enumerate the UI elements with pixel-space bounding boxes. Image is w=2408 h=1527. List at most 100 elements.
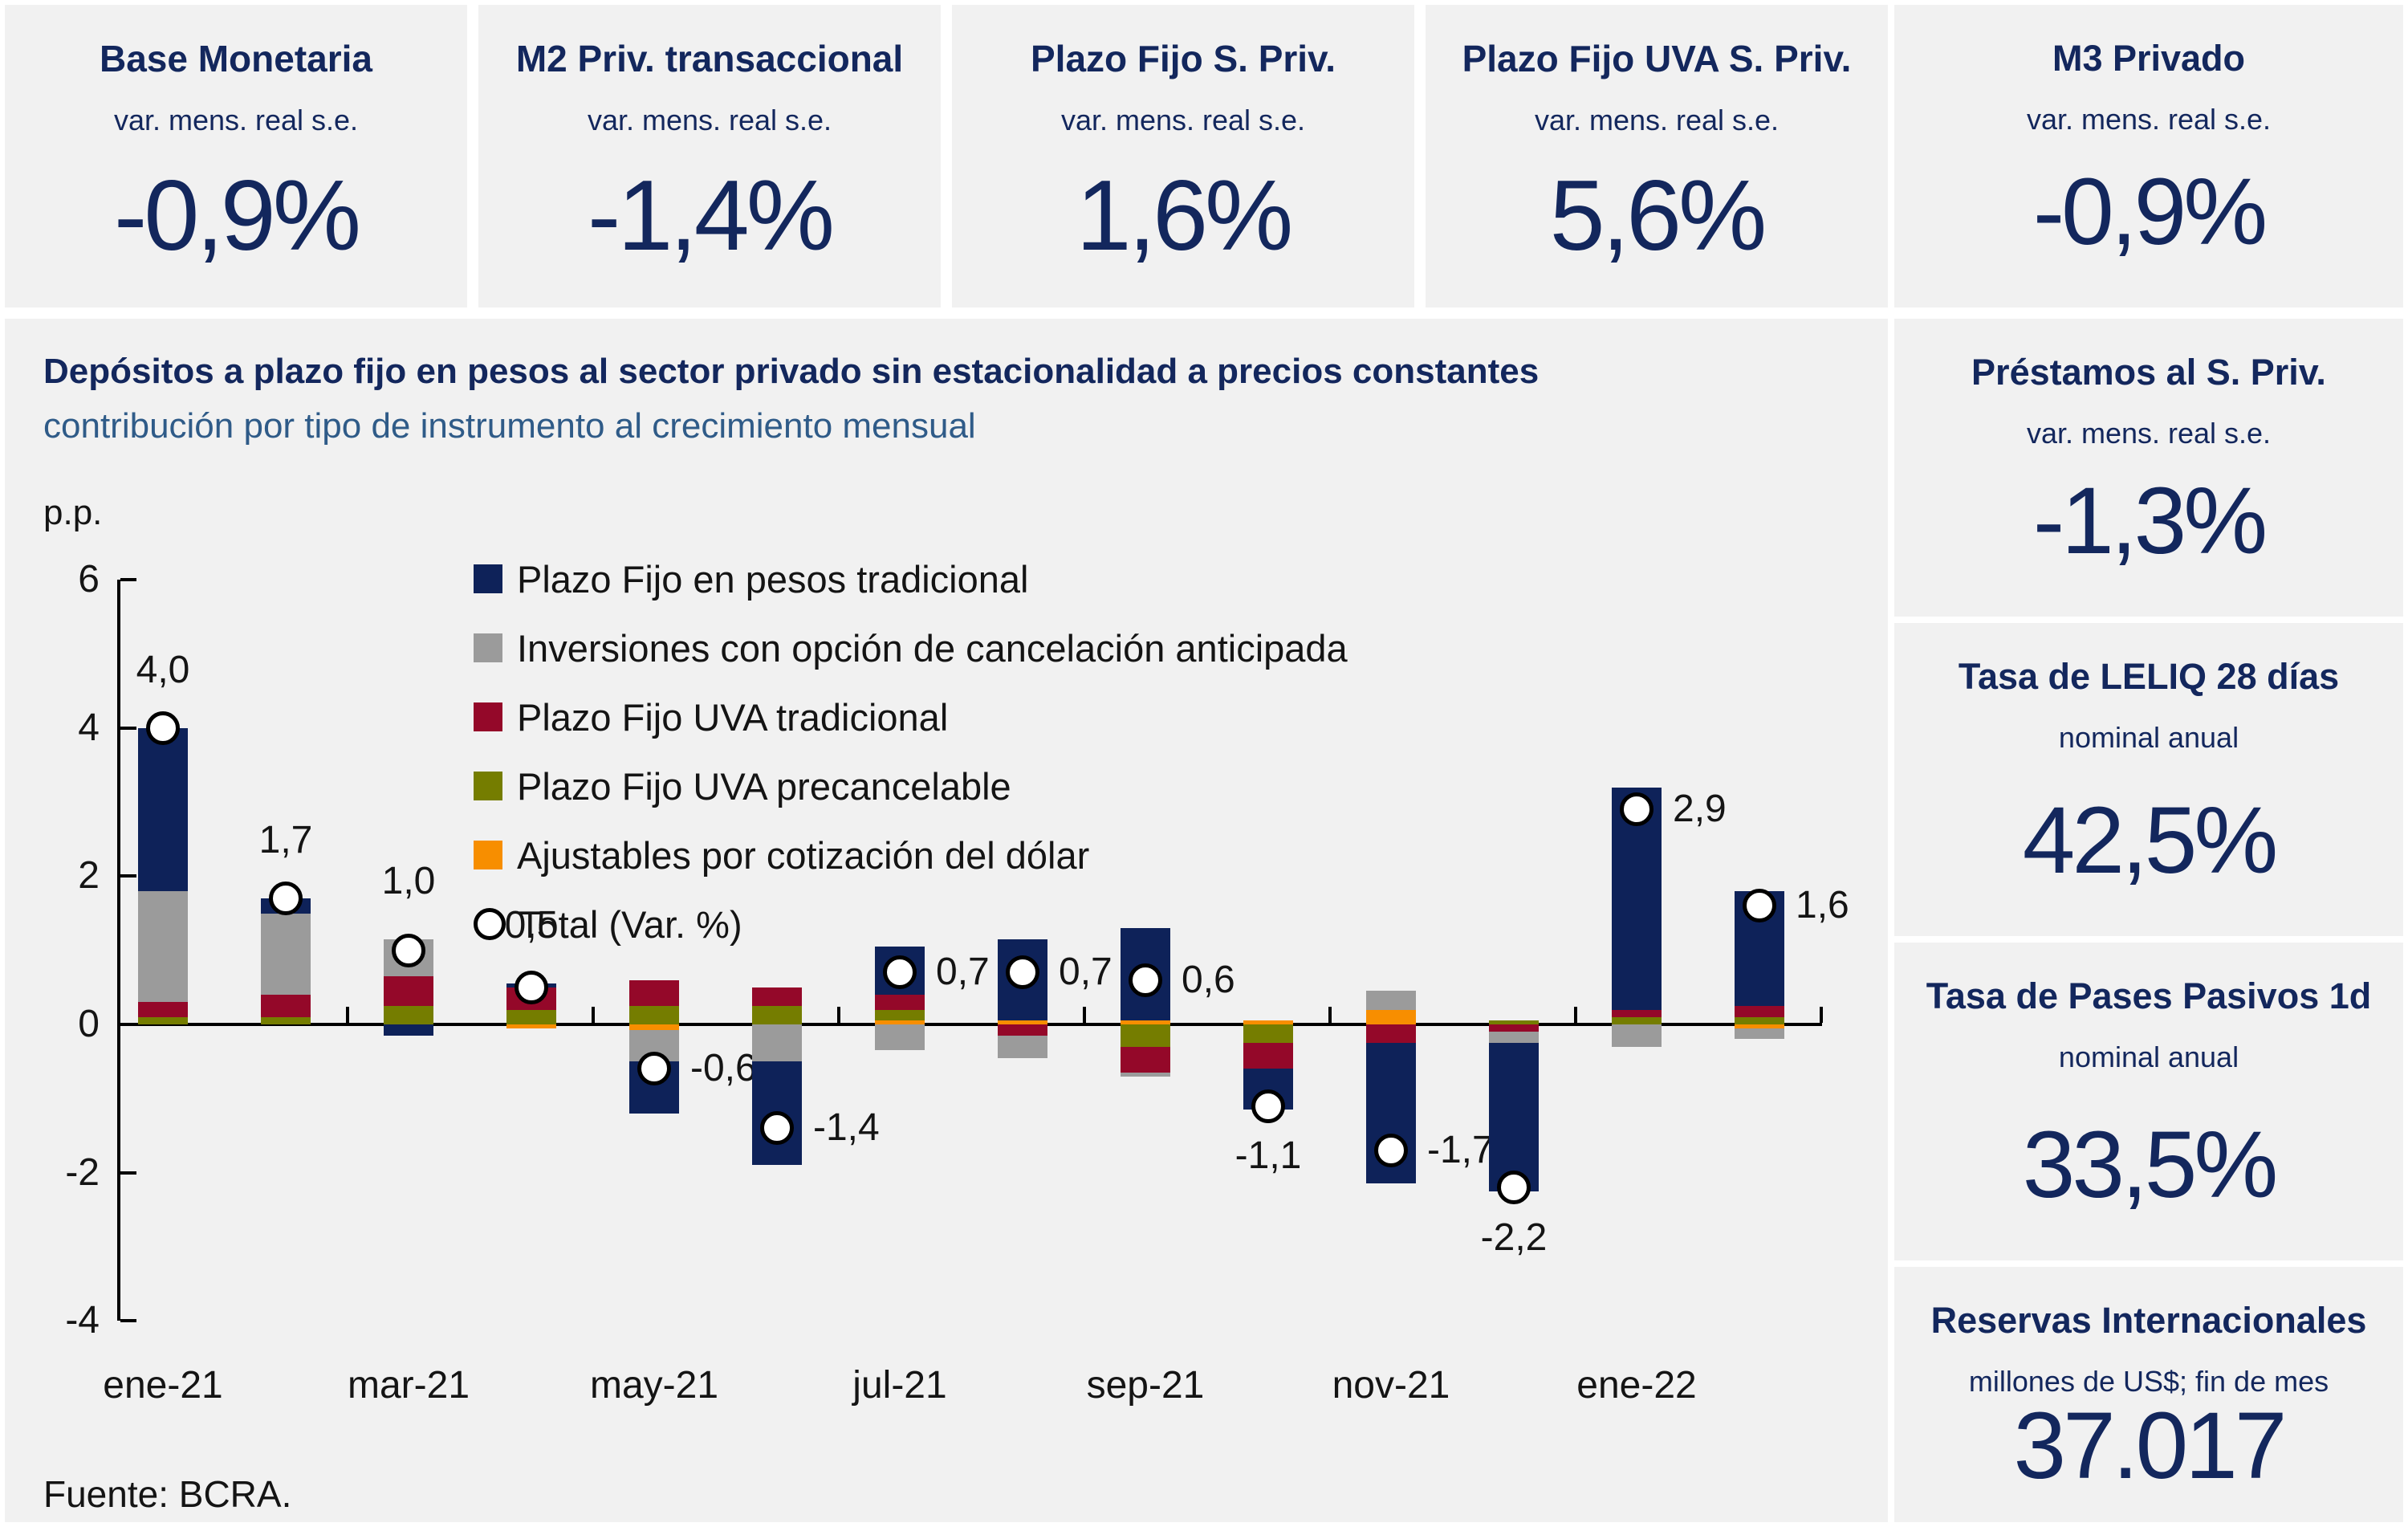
bar-segment-feb-22 (1735, 1024, 1784, 1028)
stat-card-subtitle: var. mens. real s.e. (2026, 416, 2272, 450)
bar-segment-jun-21 (752, 1024, 802, 1062)
y-axis-tick (120, 1319, 136, 1323)
stat-card-base-monetaria: Base Monetaria var. mens. real s.e. -0,9… (5, 5, 467, 307)
bar-segment-ago-21 (998, 1024, 1047, 1036)
total-marker-ene-22 (1620, 792, 1653, 827)
total-marker-abr-21 (515, 970, 548, 1004)
bar-segment-nov-21 (1366, 1024, 1416, 1044)
bar-segment-nov-21 (1366, 991, 1416, 1010)
stat-card-plazo-fijo-uva: Plazo Fijo UVA S. Priv. var. mens. real … (1426, 5, 1888, 307)
stat-card-m2-priv: M2 Priv. transaccional var. mens. real s… (478, 5, 941, 307)
chart-subtitle: contribución por tipo de instrumento al … (43, 406, 976, 446)
bar-segment-feb-21 (261, 913, 311, 996)
stat-card-value: 42,5% (2022, 788, 2279, 894)
total-marker-jun-21 (760, 1111, 794, 1146)
bar-segment-mar-21 (384, 1024, 433, 1036)
total-marker-ene-21 (146, 711, 180, 745)
total-marker-may-21 (637, 1052, 671, 1086)
y-axis-unit-label: p.p. (43, 493, 103, 532)
chart-panel (5, 319, 1888, 1522)
x-tick-label: ene-21 (103, 1364, 223, 1407)
legend-label: Plazo Fijo UVA precancelable (517, 764, 1011, 808)
bar-segment-may-21 (629, 979, 679, 1006)
stat-card-value: -1,3% (2032, 468, 2268, 574)
legend-item: Plazo Fijo UVA precancelable (474, 764, 1011, 808)
y-tick-label: 4 (78, 706, 100, 749)
stat-card-title: Plazo Fijo UVA S. Priv. (1462, 38, 1852, 79)
total-label-ago-21: 0,7 (1059, 951, 1112, 994)
bar-segment-oct-21 (1243, 1043, 1293, 1069)
x-tick-label: may-21 (589, 1364, 719, 1407)
total-marker-dic-21 (1497, 1171, 1531, 1205)
x-tick-label: mar-21 (347, 1364, 470, 1407)
stat-card-title: M2 Priv. transaccional (515, 38, 904, 79)
y-tick-label: 6 (78, 558, 100, 601)
x-axis-tick (591, 1007, 595, 1023)
bar-segment-feb-22 (1735, 1028, 1784, 1040)
y-tick-label: -2 (65, 1150, 100, 1194)
stat-card-subtitle: var. mens. real s.e. (2026, 102, 2272, 136)
bar-segment-dic-21 (1489, 1020, 1539, 1024)
total-marker-ago-21 (1006, 955, 1039, 990)
bar-segment-jun-21 (752, 1005, 802, 1024)
stat-card-m3-privado: M3 Privado var. mens. real s.e. -0,9% (1894, 5, 2403, 307)
y-axis-tick (120, 726, 136, 730)
stat-card-subtitle: millones de US$; fin de mes (1968, 1364, 2329, 1398)
bar-segment-ene-22 (1612, 1016, 1662, 1024)
bar-segment-jul-21 (875, 1024, 925, 1051)
bar-segment-feb-22 (1735, 1016, 1784, 1024)
bar-segment-jul-21 (875, 995, 925, 1010)
source-label: Fuente: BCRA. (43, 1473, 292, 1515)
bar-segment-mar-21 (384, 1005, 433, 1024)
bar-segment-dic-21 (1489, 1024, 1539, 1032)
bar-segment-ene-21 (138, 1002, 188, 1017)
bar-segment-jul-21 (875, 1009, 925, 1021)
stat-card-pases-pasivos: Tasa de Pases Pasivos 1d nominal anual 3… (1894, 943, 2403, 1260)
legend-label: Inversiones con opción de cancelación an… (517, 626, 1348, 670)
y-axis-tick (120, 1171, 136, 1175)
bar-segment-feb-21 (261, 995, 311, 1017)
bar-segment-sep-21 (1121, 1024, 1170, 1047)
legend-item-total: Total (Var. %) (474, 902, 742, 947)
stat-card-title: Reservas Internacionales (1930, 1300, 2367, 1341)
stat-card-subtitle: var. mens. real s.e. (587, 103, 832, 136)
y-axis-line (117, 580, 120, 1321)
bar-segment-oct-21 (1243, 1024, 1293, 1044)
stat-card-title: Plazo Fijo S. Priv. (1030, 38, 1336, 79)
total-marker-feb-22 (1743, 889, 1776, 923)
total-label-sep-21: 0,6 (1182, 958, 1235, 1001)
bar-segment-abr-21 (506, 1024, 556, 1028)
stat-card-title: Tasa de LELIQ 28 días (1958, 656, 2340, 697)
y-axis-tick (120, 874, 136, 878)
bar-segment-ene-22 (1612, 1009, 1662, 1017)
bar-segment-mar-21 (384, 976, 433, 1006)
chart-title: Depósitos a plazo fijo en pesos al secto… (43, 352, 1540, 391)
stat-card-plazo-fijo: Plazo Fijo S. Priv. var. mens. real s.e.… (952, 5, 1414, 307)
total-label-mar-21: 1,0 (381, 859, 436, 902)
total-label-may-21: -0,6 (690, 1047, 757, 1090)
bar-segment-ene-21 (138, 727, 188, 891)
legend-swatch-icon (474, 841, 502, 869)
stat-card-value: -0,9% (114, 161, 361, 271)
stat-card-subtitle: var. mens. real s.e. (113, 103, 359, 136)
stat-card-value: -0,9% (2032, 159, 2268, 265)
legend-label: Plazo Fijo UVA tradicional (517, 695, 949, 739)
total-label-dic-21: -2,2 (1480, 1215, 1548, 1259)
x-tick-label: sep-21 (1086, 1364, 1205, 1407)
x-axis-tick (1573, 1007, 1577, 1023)
y-tick-label: -4 (65, 1299, 100, 1342)
bar-segment-ene-21 (138, 1016, 188, 1024)
x-axis-tick (1328, 1007, 1332, 1023)
y-tick-label: 2 (78, 854, 100, 898)
bar-segment-oct-21 (1243, 1020, 1293, 1024)
bar-segment-jul-21 (875, 1020, 925, 1024)
total-label-feb-22: 1,6 (1796, 884, 1849, 927)
bar-segment-sep-21 (1121, 1046, 1170, 1073)
x-tick-label: ene-22 (1576, 1364, 1697, 1407)
legend-item: Plazo Fijo en pesos tradicional (474, 556, 1028, 601)
legend-swatch-icon (474, 633, 502, 662)
total-marker-jul-21 (883, 955, 917, 990)
legend-swatch-icon (474, 702, 502, 731)
bar-segment-dic-21 (1489, 1032, 1539, 1044)
